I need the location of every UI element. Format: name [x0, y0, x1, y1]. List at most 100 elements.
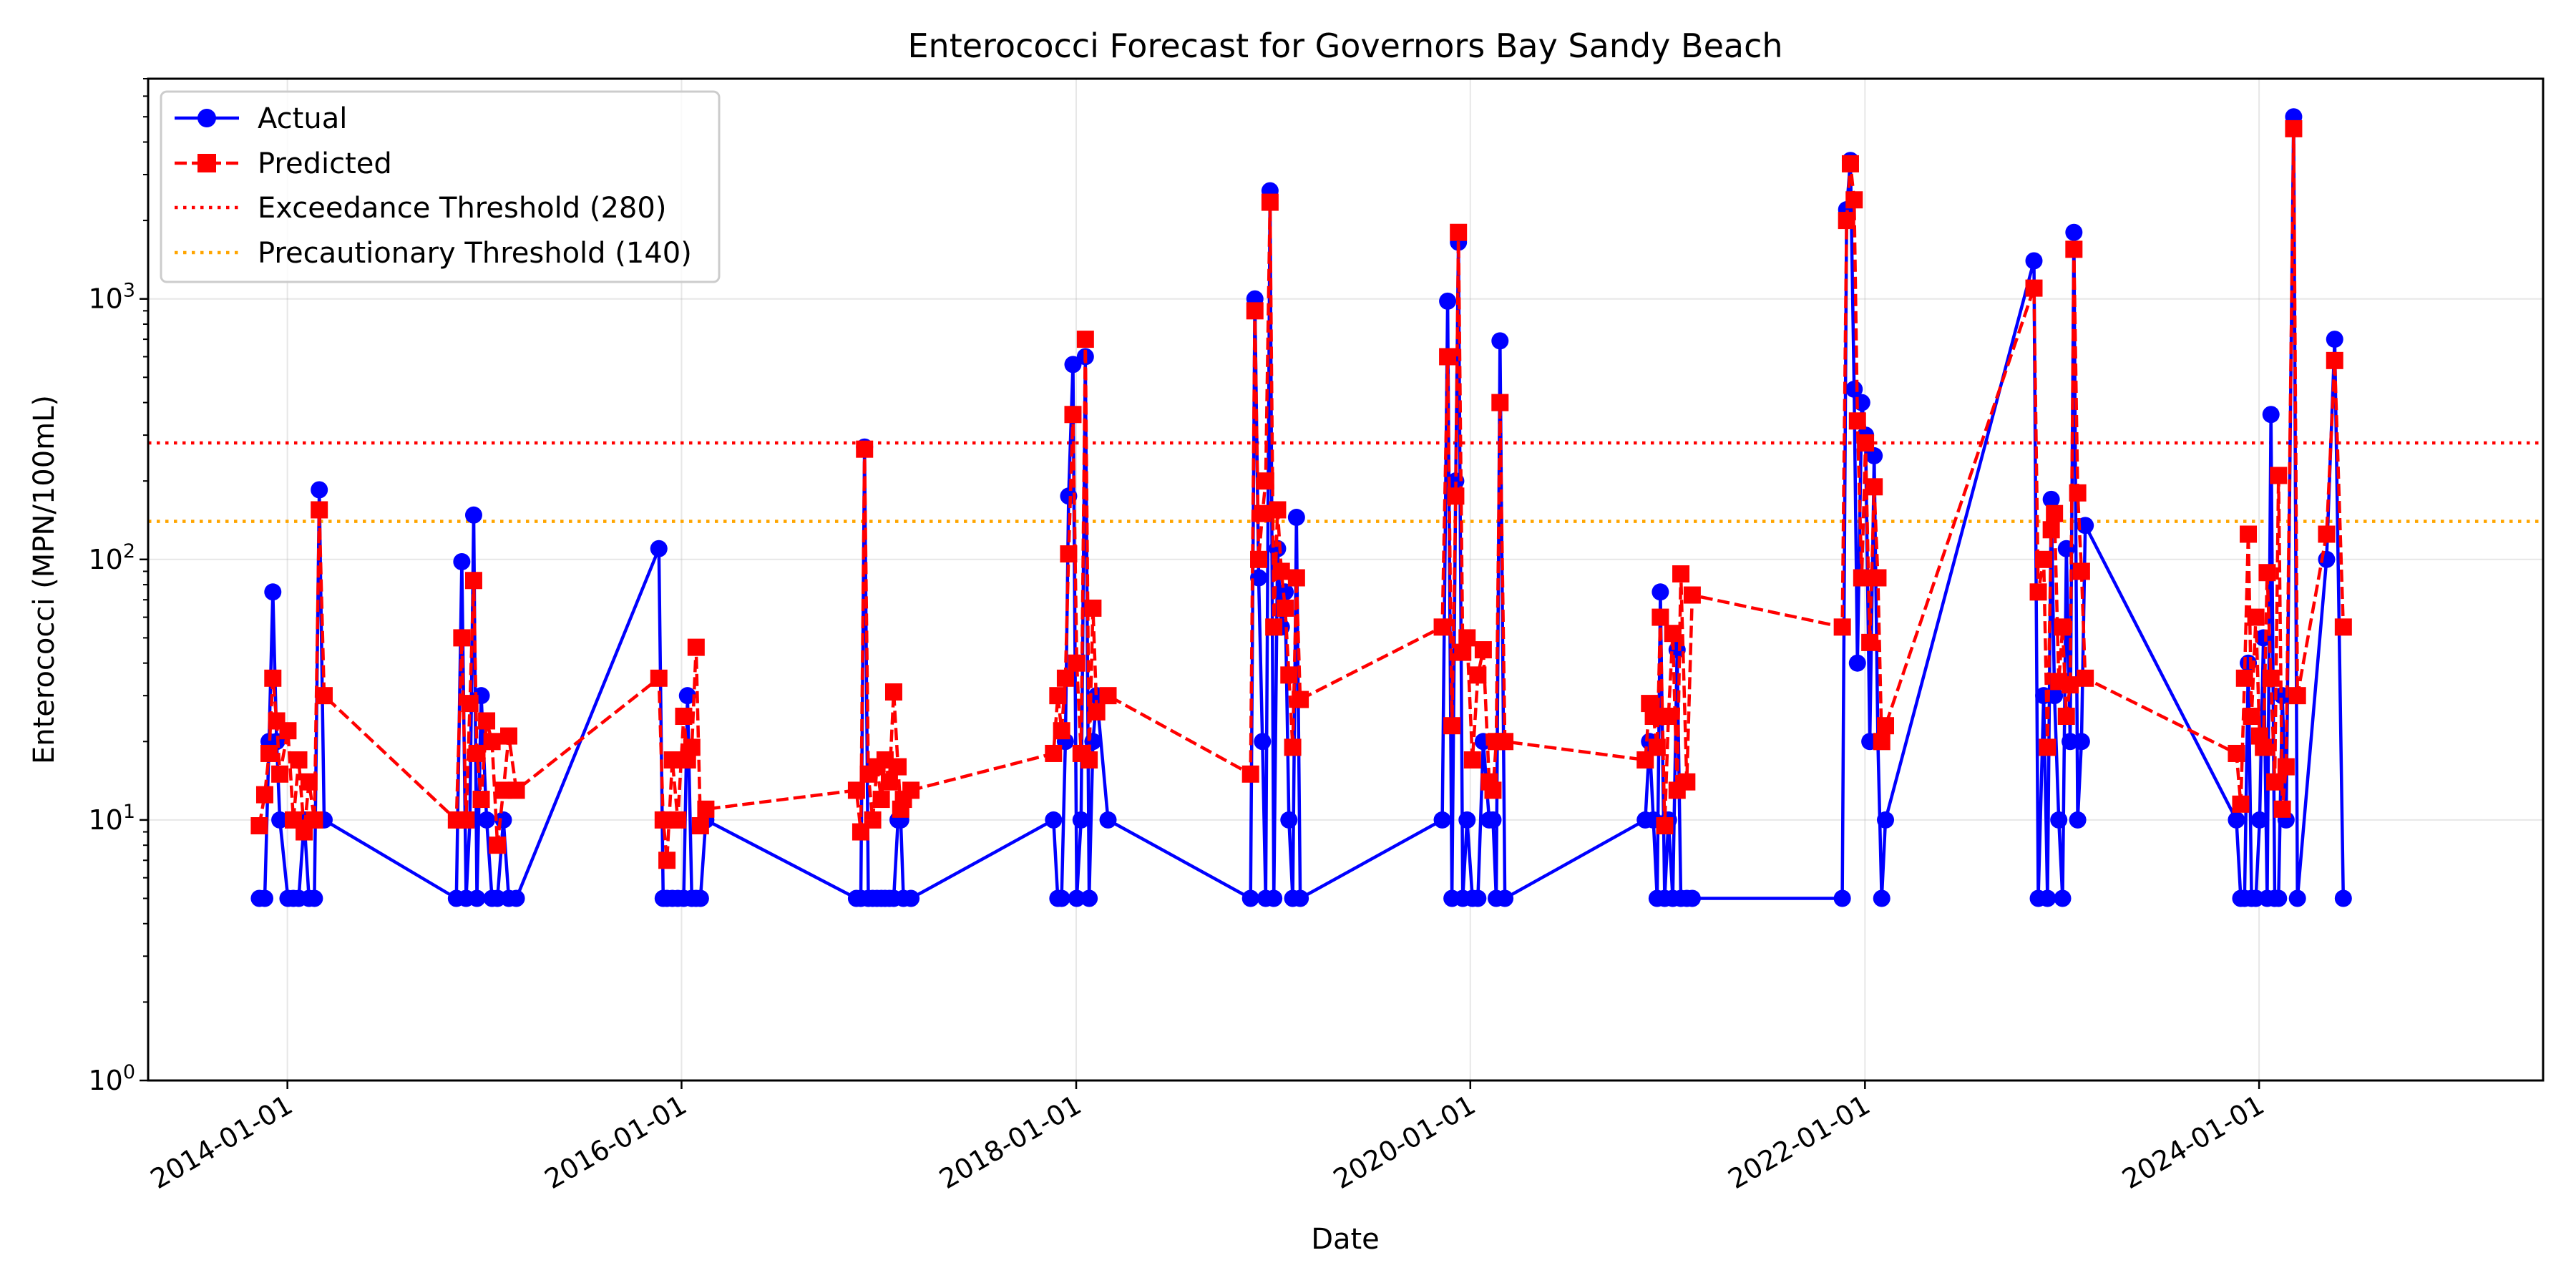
x-axis-label: Date	[1311, 1223, 1380, 1256]
actual-point	[2288, 889, 2306, 907]
predicted-point	[2062, 676, 2079, 694]
actual-point	[1292, 889, 1309, 907]
predicted-point	[1257, 472, 1274, 490]
predicted-point	[2326, 351, 2343, 369]
predicted-point	[2035, 550, 2053, 568]
actual-point	[1265, 889, 1283, 907]
predicted-point	[1845, 191, 1863, 209]
actual-point	[1280, 811, 1298, 829]
legend-predicted-marker	[197, 154, 216, 172]
predicted-point	[1683, 586, 1701, 604]
actual-point	[2334, 889, 2352, 907]
predicted-point	[654, 811, 672, 829]
legend-label-precautionary: Precautionary Threshold (140)	[258, 237, 692, 270]
actual-point	[2065, 223, 2083, 241]
y-tick-label: 101	[88, 801, 135, 836]
predicted-point	[1088, 703, 1106, 721]
actual-point	[1287, 509, 1305, 527]
actual-point	[2046, 687, 2064, 705]
predicted-point	[884, 683, 902, 701]
legend-frame	[160, 90, 721, 283]
actual-point	[691, 889, 709, 907]
predicted-point	[675, 708, 693, 726]
actual-point	[1683, 889, 1701, 907]
actual-point	[1241, 889, 1259, 907]
y-tick-label: 102	[88, 540, 135, 575]
predicted-point	[1644, 708, 1662, 726]
predicted-point	[1873, 733, 1890, 751]
predicted-point	[1292, 691, 1309, 708]
predicted-point	[2266, 773, 2284, 791]
predicted-point	[2072, 562, 2090, 580]
legend: Actual Predicted Exceedance Threshold (2…	[160, 90, 721, 283]
actual-point	[507, 889, 525, 907]
predicted-point	[687, 638, 705, 656]
predicted-point	[1848, 412, 1866, 430]
predicted-point	[306, 811, 323, 829]
predicted-point	[1484, 781, 1502, 799]
predicted-point	[2247, 608, 2265, 626]
legend-label-predicted: Predicted	[258, 147, 392, 180]
actual-point	[1496, 889, 1514, 907]
predicted-point	[650, 669, 668, 687]
y-tick-label: 103	[88, 280, 135, 315]
actual-point	[1439, 292, 1457, 310]
predicted-point	[658, 852, 676, 869]
actual-point	[2042, 490, 2060, 508]
predicted-point	[2025, 279, 2043, 297]
predicted-point	[1068, 654, 1085, 672]
predicted-point	[2069, 484, 2087, 502]
actual-point	[478, 811, 496, 829]
actual-point	[306, 889, 323, 907]
predicted-point	[279, 722, 297, 740]
predicted-point	[2046, 504, 2064, 522]
plot-frame	[147, 77, 2545, 1082]
actual-point	[1053, 889, 1070, 907]
predicted-point	[1265, 618, 1283, 636]
actual-point	[1433, 811, 1451, 829]
predicted-point	[1053, 722, 1070, 740]
predicted-point	[1064, 406, 1082, 424]
predicted-point	[1099, 687, 1117, 705]
actual-point	[1276, 583, 1294, 601]
actual-point	[2050, 811, 2068, 829]
actual-point	[1458, 811, 1476, 829]
predicted-point	[453, 629, 471, 647]
predicted-point	[2039, 738, 2057, 756]
actual-point	[1099, 811, 1117, 829]
actual-point	[2069, 811, 2087, 829]
predicted-point	[2285, 119, 2303, 137]
actual-point	[1848, 654, 1866, 672]
actual-point	[2228, 811, 2245, 829]
predicted-point	[489, 836, 507, 854]
predicted-point	[507, 781, 525, 799]
predicted-point	[468, 744, 486, 762]
predicted-point	[663, 751, 681, 769]
actual-point	[650, 540, 668, 557]
actual-point	[1484, 811, 1502, 829]
predicted-point	[847, 781, 865, 799]
predicted-point	[1491, 394, 1509, 411]
legend-actual-marker	[197, 109, 216, 127]
predicted-point	[1443, 717, 1461, 735]
predicted-point	[1439, 348, 1457, 366]
predicted-point	[1838, 212, 1855, 230]
predicted-point	[2057, 708, 2075, 726]
predicted-point	[889, 758, 907, 776]
predicted-point	[2255, 738, 2273, 756]
actual-point	[271, 811, 289, 829]
predicted-point	[2334, 618, 2352, 636]
actual-point	[1080, 889, 1098, 907]
predicted-point	[300, 773, 318, 791]
actual-point	[1833, 889, 1851, 907]
predicted-point	[1272, 562, 1290, 580]
predicted-point	[2029, 583, 2047, 601]
predicted-point	[2077, 669, 2094, 687]
predicted-point	[1246, 302, 1264, 320]
actual-point	[2039, 889, 2057, 907]
actual-point	[1652, 583, 1669, 601]
predicted-point	[1447, 487, 1465, 505]
predicted-point	[902, 781, 920, 799]
predicted-point	[1080, 751, 1098, 769]
actual-point	[2270, 889, 2288, 907]
